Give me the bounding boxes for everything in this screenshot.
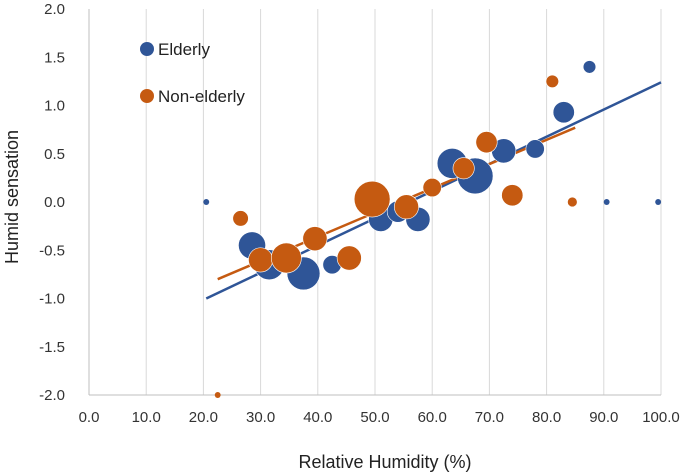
x-tick-label-3: 30.0 [246, 409, 275, 426]
x-tick-label-8: 80.0 [532, 409, 561, 426]
legend-label-elderly: Elderly [158, 40, 210, 59]
y-tick-label-4: 0.0 [44, 194, 65, 211]
data-point-s1-2 [248, 247, 274, 273]
x-tick-label-2: 20.0 [189, 409, 218, 426]
data-point-s1-6 [353, 180, 391, 218]
data-point-s1-10 [475, 131, 498, 154]
data-point-s0-12 [552, 101, 575, 124]
x-tick-label-7: 70.0 [475, 409, 504, 426]
data-point-s1-0 [214, 392, 221, 398]
data-point-s1-3 [270, 242, 302, 274]
x-tick-label-0: 0.0 [79, 409, 100, 426]
data-point-s1-4 [302, 226, 328, 252]
legend-marker-non-elderly [140, 89, 154, 103]
legend-label-non-elderly: Non-elderly [158, 87, 245, 106]
x-tick-label-10: 100.0 [642, 409, 680, 426]
legend-marker-elderly [140, 42, 154, 56]
data-point-s1-1 [232, 210, 249, 227]
y-tick-label-3: 0.5 [44, 146, 65, 163]
y-tick-label-5: -0.5 [39, 242, 65, 259]
x-tick-label-5: 50.0 [360, 409, 389, 426]
data-point-s1-8 [422, 177, 442, 198]
y-axis-title: Humid sensation [2, 130, 22, 264]
data-point-s1-11 [501, 184, 524, 207]
x-tick-label-6: 60.0 [418, 409, 447, 426]
x-tick-label-1: 10.0 [132, 409, 161, 426]
x-tick-labels: 0.0 10.0 20.0 30.0 40.0 50.0 60.0 70.0 80.0 90.0 1… [79, 409, 680, 426]
data-point-s0-0 [203, 199, 210, 205]
y-tick-label-2: 1.0 [44, 98, 65, 115]
data-point-s1-13 [567, 196, 578, 208]
x-axis-title: Relative Humidity (%) [298, 452, 471, 472]
data-point-s0-15 [655, 199, 662, 205]
y-tick-label-8: -2.0 [39, 387, 65, 404]
data-point-s1-9 [452, 157, 475, 180]
data-point-s1-5 [336, 245, 362, 271]
y-tick-label-1: 1.5 [44, 49, 65, 66]
x-tick-label-4: 40.0 [303, 409, 332, 426]
y-tick-labels: 2.0 1.5 1.0 0.5 0.0 -0.5 -1.0 -1.5 -2.0 [39, 1, 65, 404]
y-tick-label-6: -1.0 [39, 291, 65, 308]
data-point-s0-11 [525, 139, 545, 159]
data-point-s0-14 [603, 199, 610, 205]
data-point-s1-12 [545, 74, 559, 89]
data-point-s1-7 [394, 194, 419, 220]
data-point-s0-13 [582, 60, 597, 74]
axes [88, 9, 661, 396]
x-tick-label-9: 90.0 [589, 409, 618, 426]
y-tick-label-0: 2.0 [44, 1, 65, 18]
data-points [203, 60, 662, 398]
y-tick-label-7: -1.5 [39, 339, 65, 356]
legend: Elderly Non-elderly [140, 40, 245, 106]
